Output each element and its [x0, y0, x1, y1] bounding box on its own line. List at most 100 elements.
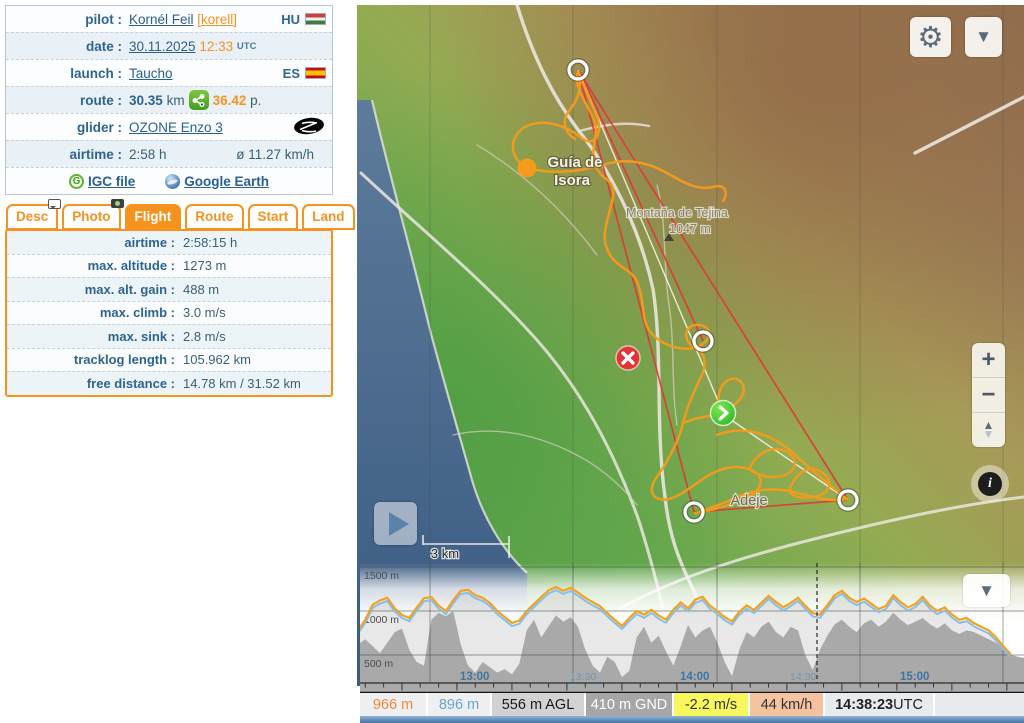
timezone-label: UTC: [236, 40, 257, 52]
tilt-stepper[interactable]: ▲ ▼: [972, 412, 1005, 447]
x-tick-label: 13:30: [570, 671, 596, 683]
tab-land[interactable]: Land: [302, 204, 355, 230]
avg-speed: ø 11.27 km/h: [236, 146, 314, 162]
launch-country-code: ES: [282, 65, 300, 81]
zoom-in-button[interactable]: +: [972, 343, 1005, 377]
route-distance-unit: km: [166, 92, 185, 108]
stat-row-free-distance: free distance :14.78 km / 31.52 km: [7, 371, 331, 395]
speed-value: 44 km/h: [750, 693, 823, 716]
gear-icon: ⚙: [917, 21, 944, 54]
date-link[interactable]: 30.11.2025: [129, 38, 196, 54]
route-points-unit: p.: [250, 92, 262, 108]
airtime-label: airtime :: [69, 146, 122, 162]
pilot-username-link[interactable]: [korell]: [197, 11, 238, 27]
stat-row-airtime: airtime :2:58:15 h: [7, 231, 331, 254]
map-layers-button[interactable]: ▼: [965, 17, 1002, 57]
x-tick-label: 15:00: [900, 671, 929, 683]
bottom-accent-bar: [360, 716, 1024, 723]
gnd-value: 410 m GND: [586, 693, 672, 716]
chart-collapse-button[interactable]: ▼: [963, 574, 1010, 607]
pilot-link[interactable]: Kornél Feil: [129, 11, 194, 27]
takeoff-marker: [517, 158, 537, 178]
airtime-value: 2:58 h: [129, 146, 167, 162]
pilot-country-code: HU: [281, 11, 300, 27]
links-row: G IGC file Google Earth: [6, 167, 332, 194]
y-tick-label: 1500 m: [364, 570, 399, 582]
launch-link[interactable]: Taucho: [129, 65, 173, 81]
flight-stats-panel: airtime :2:58:15 h max. altitude :1273 m…: [5, 229, 333, 397]
share-route-icon[interactable]: [188, 90, 209, 110]
map-settings-button[interactable]: ⚙: [910, 17, 951, 57]
baro-altitude-line: [357, 588, 1012, 658]
altitude-chart-canvas[interactable]: 1500 m 1000 m 500 m 13:00 13:30 14:00 14:30 15:…: [357, 563, 1024, 693]
stat-row-max-altitude: max. altitude :1273 m: [7, 253, 331, 277]
camera-icon: [110, 199, 124, 208]
map-place-labels: Guía de Isora Montaña de Tejina 1047 m A…: [546, 153, 768, 510]
stat-row-max-climb: max. climb :3.0 m/s: [7, 300, 331, 324]
x-tick-label: 14:30: [790, 671, 816, 683]
google-earth-link[interactable]: Google Earth: [184, 173, 270, 189]
time-tz: UTC: [893, 696, 923, 713]
peak-label: Montaña de Tejina: [626, 206, 728, 220]
stat-row-max-alt-gain: max. alt. gain :488 m: [7, 277, 331, 301]
track-end-marker[interactable]: [615, 345, 641, 371]
detail-tabs: Desc Photo Flight Route Start Land: [6, 199, 355, 230]
tab-desc[interactable]: Desc: [6, 199, 62, 230]
chevron-down-icon: ▼: [978, 580, 995, 600]
tab-flight[interactable]: Flight: [124, 204, 182, 230]
google-earth-icon: [165, 173, 181, 189]
y-tick-label: 1000 m: [364, 614, 399, 626]
play-icon: [388, 511, 409, 536]
town-label: Isora: [554, 172, 591, 189]
ozone-logo-icon: [292, 117, 328, 137]
stat-row-tracklog-length: tracklog length :105.962 km: [7, 347, 331, 371]
altitude-chart[interactable]: 1500 m 1000 m 500 m 13:00 13:30 14:00 14:30 15:…: [357, 563, 1024, 693]
flag-es-icon: [305, 67, 326, 79]
route-label: route :: [80, 92, 122, 108]
gps-altitude-value: 966 m: [360, 693, 426, 716]
status-bar: 966 m 896 m 556 m AGL 410 m GND -2.2 m/s…: [360, 693, 1024, 716]
town-label: Guía de: [547, 154, 602, 171]
launch-row: launch : Taucho ES: [6, 59, 332, 86]
tab-start[interactable]: Start: [247, 204, 299, 230]
glider-link[interactable]: OZONE Enzo 3: [129, 119, 223, 135]
pilot-row: pilot : Kornél Feil [korell] HU: [6, 6, 332, 32]
ruler-strip: [360, 683, 1024, 693]
launch-label: launch :: [70, 65, 122, 81]
baro-altitude-value: 896 m: [428, 693, 490, 716]
glider-row: glider : OZONE Enzo 3: [6, 113, 332, 140]
x-tick-label: 13:00: [460, 671, 489, 683]
info-icon[interactable]: i: [978, 472, 1002, 496]
pilot-info-panel: pilot : Kornél Feil [korell] HU date : 3…: [5, 5, 333, 195]
time-value: 14:38:23 UTC: [825, 693, 933, 716]
airtime-row: airtime : 2:58 h ø 11.27 km/h: [6, 140, 332, 167]
track-position-marker[interactable]: [709, 399, 737, 427]
peak-icon: [664, 233, 674, 241]
stat-row-max-sink: max. sink :2.8 m/s: [7, 324, 331, 348]
peak-label: 1047 m: [669, 222, 711, 236]
date-row: date : 30.11.2025 12:33 UTC: [6, 32, 332, 59]
flag-hu-icon: [305, 13, 326, 25]
vario-value: -2.2 m/s: [674, 693, 748, 716]
route-distance: 30.35: [129, 92, 163, 108]
igc-file-link[interactable]: IGC file: [87, 173, 136, 189]
scale-label: 3 km: [431, 546, 459, 561]
tab-photo[interactable]: Photo: [62, 199, 124, 230]
turnpoint-marker: [682, 500, 706, 524]
comment-icon: [48, 199, 62, 209]
tab-route[interactable]: Route: [185, 204, 244, 230]
y-tick-label: 500 m: [364, 658, 393, 670]
chevron-down-icon: ▼: [975, 27, 992, 46]
gps-altitude-line: [357, 585, 1012, 655]
map-zoom-control: + − ▲ ▼: [972, 343, 1005, 447]
zoom-out-button[interactable]: −: [972, 377, 1005, 412]
map-info-control: i: [971, 465, 1009, 503]
town-label: Adeje: [730, 493, 767, 509]
status-filler: [935, 693, 1024, 716]
turnpoint-marker: [836, 488, 860, 512]
agl-value: 556 m AGL: [492, 693, 584, 716]
playback-button[interactable]: [374, 502, 417, 545]
turnpoint-marker: [691, 329, 715, 353]
igc-icon: G: [68, 173, 84, 189]
